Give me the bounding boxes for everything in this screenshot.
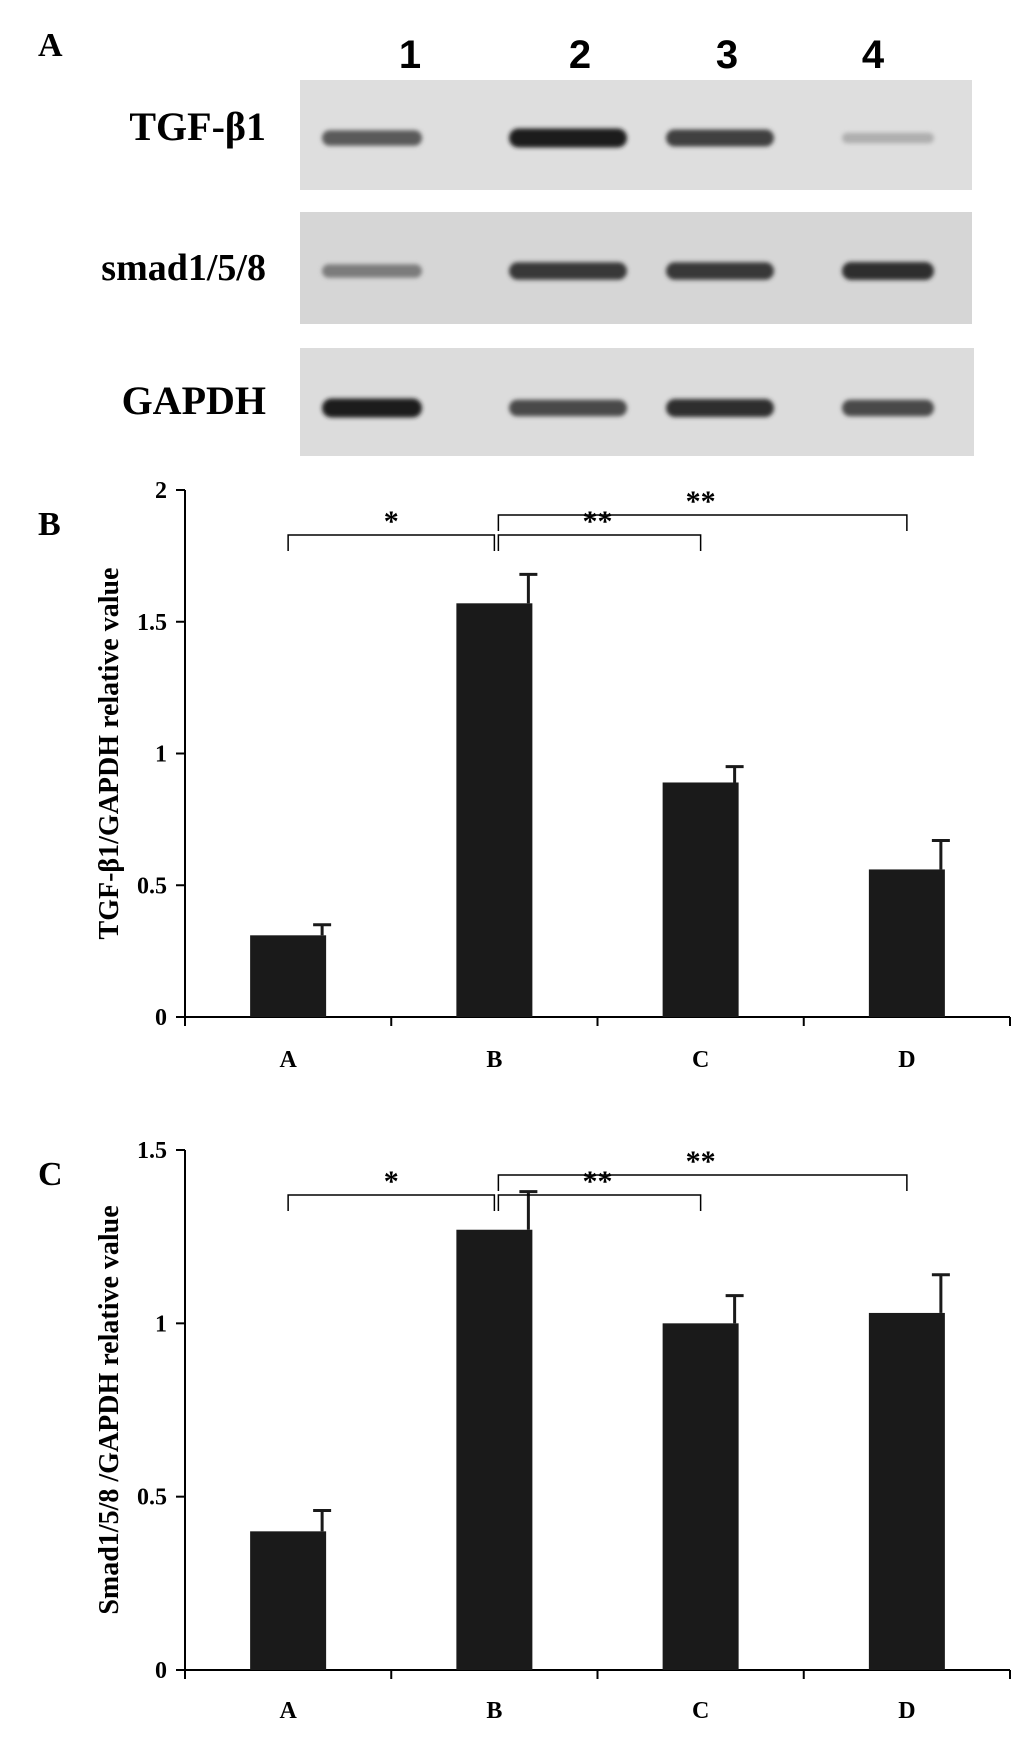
- significance-label: *: [384, 1165, 399, 1198]
- y-tick-label: 1.5: [137, 1138, 167, 1164]
- row-label-gapdh: GAPDH: [122, 378, 266, 423]
- bands-smad: [322, 262, 934, 280]
- y-tick-label: 0.5: [137, 1485, 167, 1511]
- bands-gapdh: [322, 398, 934, 418]
- significance-bracket: [497, 1174, 908, 1191]
- panel-label-c: C: [38, 1156, 63, 1193]
- blot-band: [842, 132, 934, 144]
- lane-number-1: 1: [399, 33, 421, 77]
- bar: [662, 1323, 739, 1670]
- significance-label: **: [686, 1145, 716, 1178]
- bar: [868, 1312, 945, 1670]
- significance-label: **: [583, 1165, 613, 1198]
- significance-bracket: [287, 1194, 496, 1211]
- blot-band: [509, 399, 627, 417]
- blot-band: [666, 129, 774, 147]
- blot-band: [509, 262, 627, 280]
- blot-band: [842, 262, 934, 280]
- y-tick-label: 1.5: [137, 610, 167, 636]
- y-tick-label: 0: [155, 1658, 167, 1684]
- panel-label-a: A: [38, 27, 63, 64]
- row-label-tgf-b1: TGF-β1: [129, 104, 266, 149]
- tgf-b1-bar-chart: B 0 0.5 1 1.5 2 TGF-β1/GAPDH relative value A B…: [38, 478, 1011, 1073]
- y-tick-label: 2: [155, 478, 167, 504]
- bar: [456, 603, 533, 1017]
- western-blot-panel: A 1 2 3 4 TGF-β1 smad1/5/8 GAPDH: [38, 27, 974, 456]
- bar: [250, 1531, 327, 1670]
- x-tick-label: B: [486, 1698, 502, 1724]
- smad-bar-chart: C 0 0.5 1 1.5 Smad1/5/8 /GAPDH relative valu…: [38, 1138, 1011, 1724]
- bands-tgf-b1: [322, 128, 934, 148]
- x-tick-label: A: [279, 1047, 297, 1073]
- lane-number-3: 3: [716, 33, 738, 77]
- x-tick-label: A: [279, 1698, 297, 1724]
- y-tick-label: 1: [155, 1311, 167, 1337]
- x-tick-label: C: [692, 1698, 709, 1724]
- significance-bracket: [497, 534, 702, 551]
- x-tick-label: D: [898, 1698, 915, 1724]
- panel-label-b: B: [38, 506, 61, 543]
- significance-label: **: [583, 505, 613, 538]
- significance-label: *: [384, 505, 399, 538]
- y-tick-label: 0: [155, 1005, 167, 1031]
- bar: [868, 869, 945, 1017]
- y-tick-label: 0.5: [137, 873, 167, 899]
- bar: [662, 782, 739, 1017]
- significance-label: **: [686, 485, 716, 518]
- significance-bracket: [287, 534, 496, 551]
- y-axis-label: TGF-β1/GAPDH relative value: [94, 568, 125, 940]
- blot-band: [842, 399, 934, 417]
- bar: [250, 935, 327, 1017]
- x-tick-label: D: [898, 1047, 915, 1073]
- significance-bracket: [497, 514, 908, 531]
- significance-bracket: [497, 1194, 702, 1211]
- x-tick-label: B: [486, 1047, 502, 1073]
- lane-number-2: 2: [569, 33, 591, 77]
- x-tick-label: C: [692, 1047, 709, 1073]
- blot-band: [322, 264, 422, 278]
- y-tick-label: 1: [155, 742, 167, 768]
- blot-band: [322, 130, 422, 146]
- bar: [456, 1229, 533, 1670]
- blot-band: [322, 398, 422, 418]
- y-axis-label: Smad1/5/8 /GAPDH relative value: [94, 1205, 125, 1614]
- row-label-smad: smad1/5/8: [101, 247, 266, 289]
- blot-band: [666, 262, 774, 280]
- lane-number-4: 4: [862, 33, 885, 77]
- blot-band: [666, 399, 774, 417]
- blot-band: [509, 128, 627, 148]
